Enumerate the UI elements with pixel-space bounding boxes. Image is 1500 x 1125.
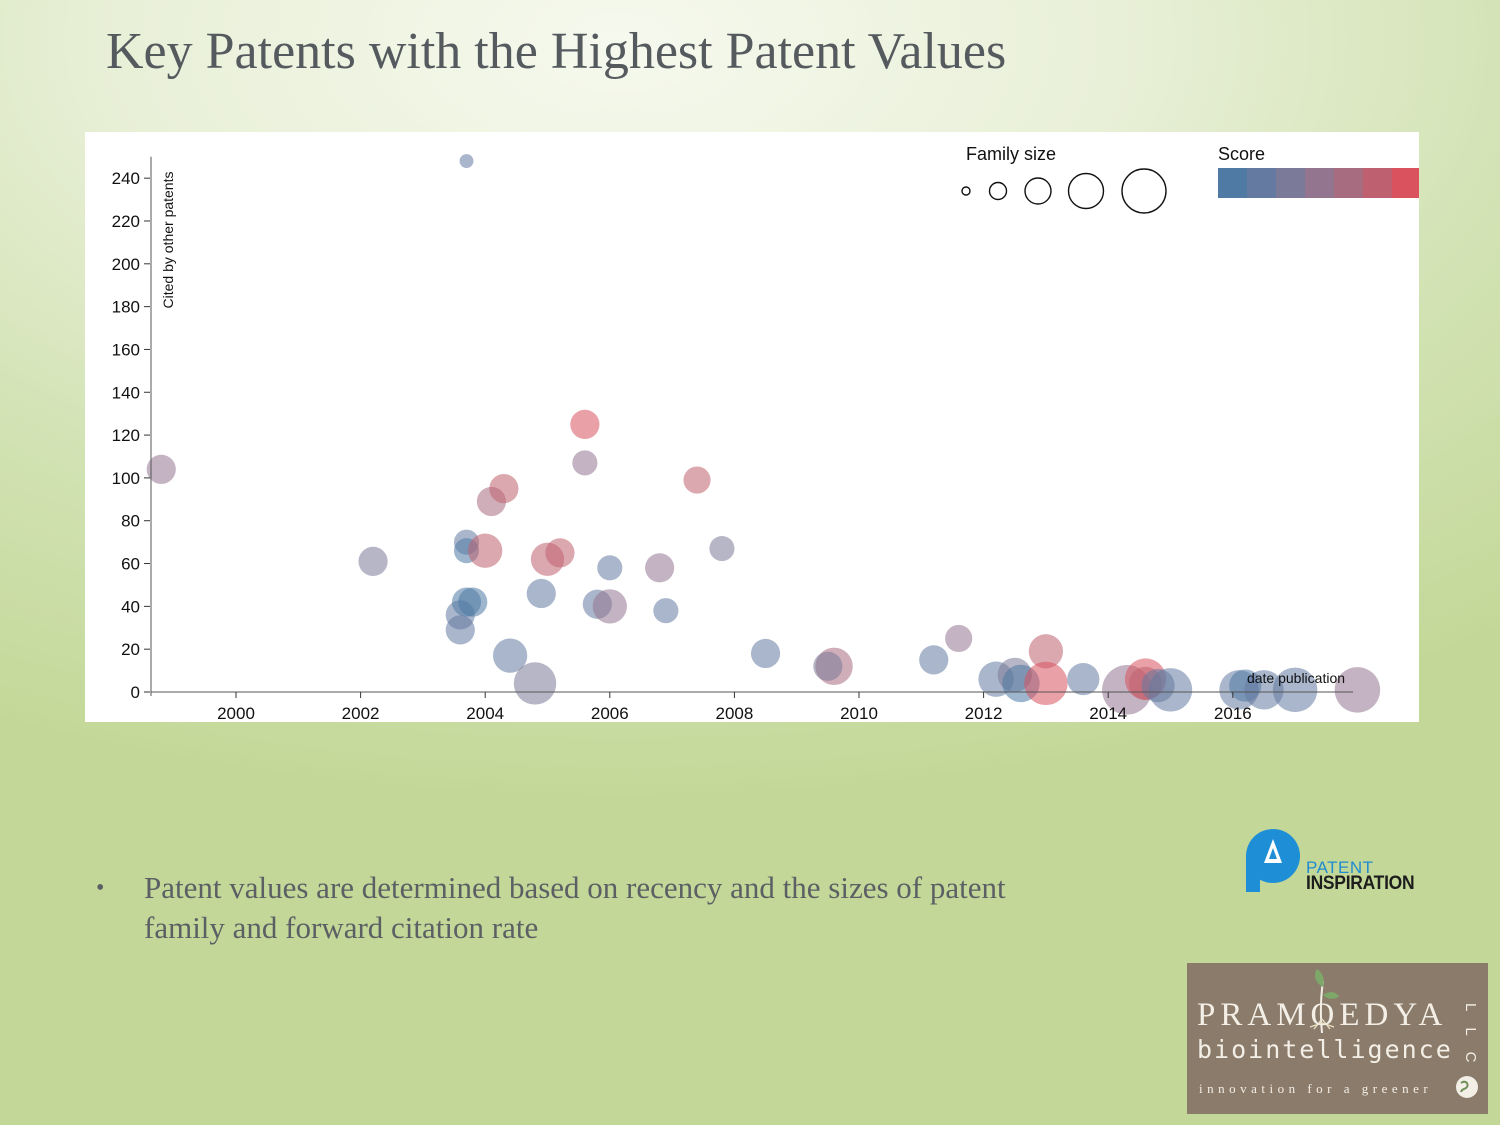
score-legend-swatch	[1363, 168, 1392, 198]
pramoedya-tagline: innovation for a greener	[1199, 1081, 1433, 1096]
family-size-legend-circle	[1067, 172, 1105, 210]
y-tick-label: 160	[112, 340, 140, 359]
data-point	[813, 651, 843, 681]
x-axis-label: date publication	[1247, 670, 1345, 686]
bullet-text: Patent values are determined based on re…	[144, 870, 1006, 945]
data-point	[597, 555, 623, 581]
y-tick-label: 220	[112, 212, 140, 231]
score-legend-swatch	[1305, 168, 1334, 198]
y-tick-label: 0	[131, 683, 140, 702]
slide-title: Key Patents with the Highest Patent Valu…	[106, 23, 1007, 80]
pramoedya-logo: PRAMOEDYA biointelligence innovation for…	[1187, 963, 1488, 1114]
score-legend-swatch	[1392, 168, 1419, 198]
family-size-legend-circle	[961, 186, 971, 196]
x-tick-label: 2004	[466, 704, 504, 722]
family-size-legend-title: Family size	[966, 144, 1056, 164]
family-size-legend: Family size	[961, 144, 1167, 214]
score-legend-swatch	[1218, 168, 1247, 198]
data-point	[572, 450, 598, 476]
score-legend-title: Score	[1218, 144, 1265, 164]
data-point	[592, 589, 627, 624]
y-axis-label: Cited by other patents	[160, 172, 176, 309]
x-tick-label: 2010	[840, 704, 878, 722]
data-point	[1334, 667, 1381, 713]
y-tick-label: 60	[121, 555, 140, 574]
bullet-symbol: •	[96, 875, 105, 901]
sprout-icon	[1309, 969, 1478, 1098]
score-legend-swatch	[1276, 168, 1305, 198]
patent-inspiration-mark-icon	[1246, 829, 1300, 892]
y-tick-label: 80	[121, 512, 140, 531]
y-axis: 0 20 40 60 80 100 120 140 160 180 200 220 240	[112, 156, 152, 702]
data-point	[526, 578, 556, 609]
data-point	[358, 546, 388, 576]
x-axis: 2000 2002 2004 2006 2008 2010 2012 2014 2016	[151, 691, 1353, 722]
data-point	[458, 587, 488, 617]
data-point	[146, 454, 176, 484]
data-point	[1028, 634, 1064, 669]
y-tick-label: 40	[121, 597, 140, 616]
pramoedya-line1: PRAMOEDYA	[1197, 997, 1448, 1033]
x-tick-label: 2016	[1214, 704, 1252, 722]
x-tick-label: 2014	[1089, 704, 1127, 722]
y-tick-label: 180	[112, 298, 140, 317]
family-size-legend-circle	[1121, 168, 1167, 214]
data-point	[492, 638, 528, 673]
y-tick-label: 200	[112, 255, 140, 274]
data-point	[919, 645, 949, 675]
data-point	[1272, 667, 1318, 713]
y-tick-label: 120	[112, 426, 140, 445]
pramoedya-line2: biointelligence	[1197, 1035, 1453, 1064]
data-point	[709, 535, 735, 562]
data-point	[468, 533, 503, 568]
bubble-layer	[146, 154, 1381, 715]
y-tick-label: 240	[112, 169, 140, 188]
x-tick-label: 2002	[342, 704, 380, 722]
data-point	[945, 624, 973, 653]
data-point	[513, 662, 557, 705]
data-point	[1244, 670, 1284, 710]
data-point	[545, 538, 575, 568]
data-point	[459, 154, 474, 168]
bubble-chart: 0 20 40 60 80 100 120 140 160 180 200 220 240 2000 20…	[85, 132, 1419, 722]
pramoedya-suffix: LLC	[1462, 1003, 1479, 1079]
x-tick-label: 2000	[217, 704, 255, 722]
patent-inspiration-line2: INSPIRATION	[1306, 873, 1415, 894]
y-tick-label: 140	[112, 383, 140, 402]
data-point	[445, 615, 475, 645]
data-point	[1067, 663, 1100, 696]
patent-inspiration-logo: PATENT INSPIRATION	[1244, 826, 1424, 896]
data-point	[570, 409, 600, 439]
x-tick-label: 2008	[715, 704, 753, 722]
y-tick-label: 100	[112, 469, 140, 488]
family-size-legend-circle	[988, 181, 1008, 201]
data-point	[683, 466, 711, 494]
data-point	[489, 474, 519, 504]
data-point	[1148, 668, 1193, 712]
family-size-legend-circle	[1024, 177, 1052, 205]
x-tick-label: 2006	[591, 704, 629, 722]
y-tick-label: 20	[121, 640, 140, 659]
data-point	[750, 638, 781, 669]
data-point	[653, 598, 679, 624]
data-point	[1024, 661, 1068, 706]
score-legend-swatch	[1247, 168, 1276, 198]
score-legend-swatch	[1334, 168, 1363, 198]
x-tick-label: 2012	[965, 704, 1003, 722]
score-legend: Score	[1218, 144, 1419, 198]
data-point	[645, 553, 675, 583]
patent-inspiration-line1: PATENT	[1306, 858, 1374, 877]
